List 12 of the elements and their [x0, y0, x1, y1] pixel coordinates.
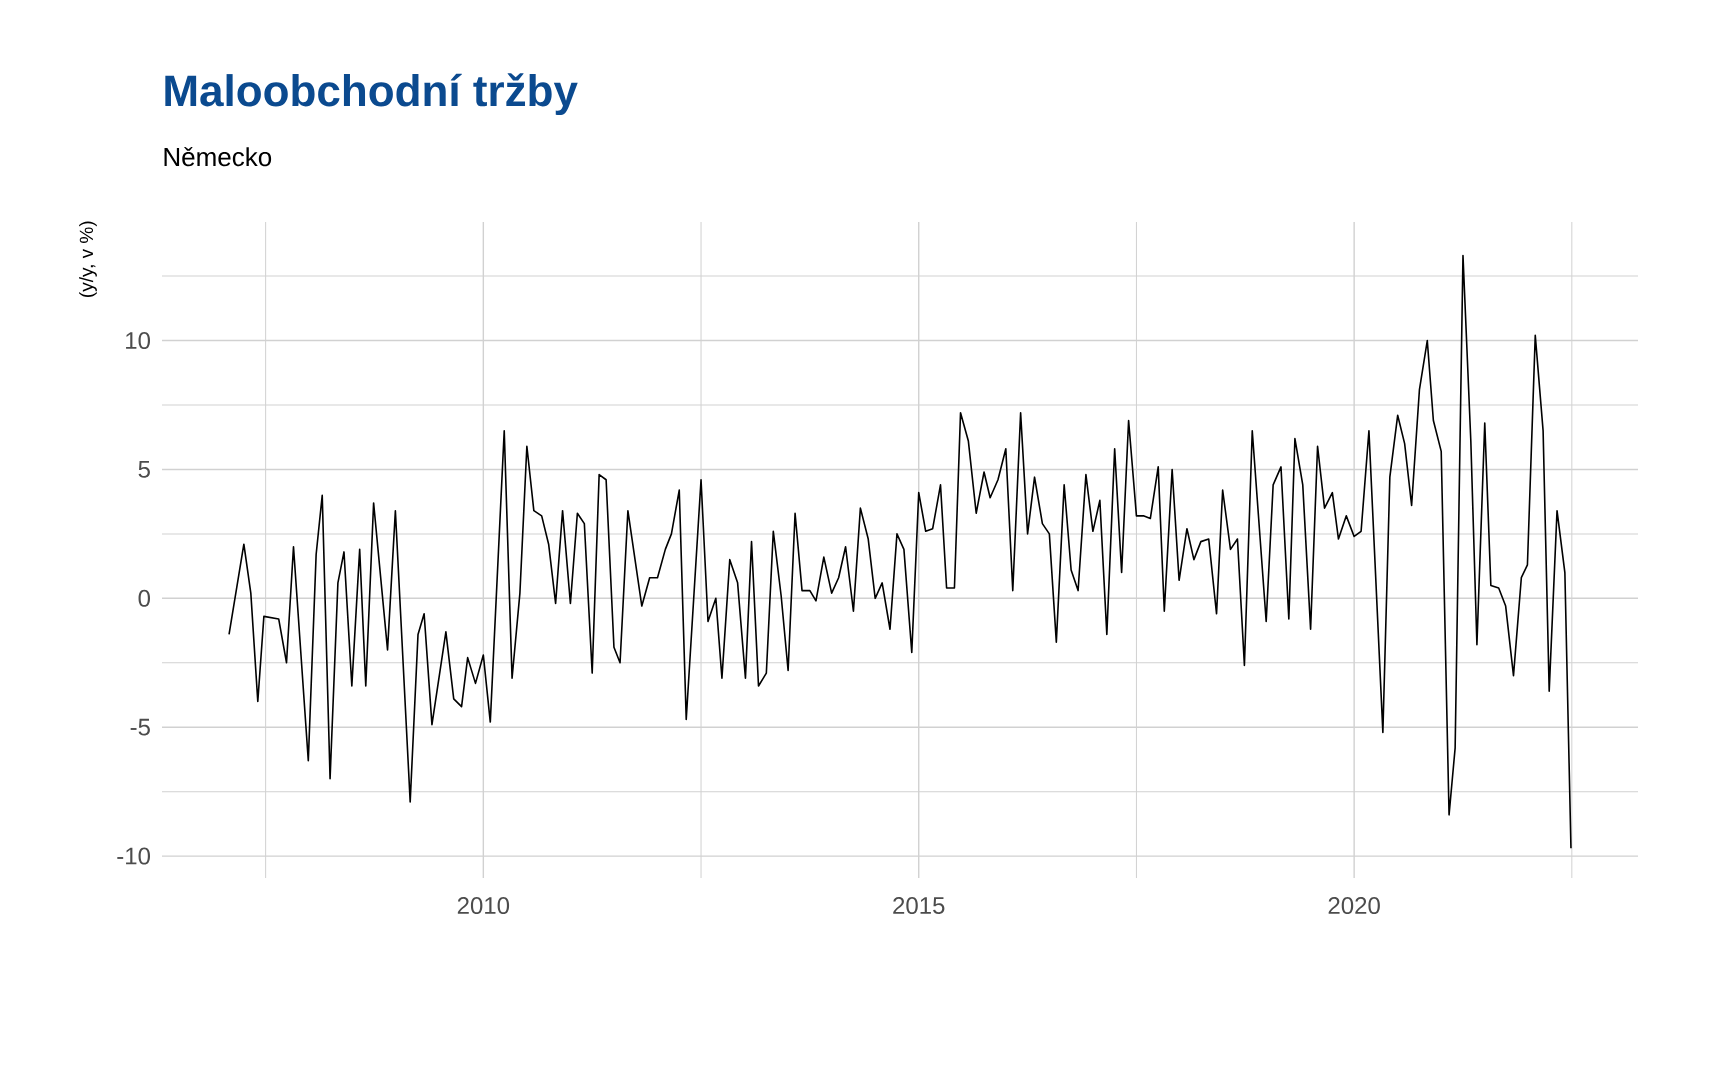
y-tick-label: 5: [138, 461, 150, 478]
line-series: [228, 254, 1572, 850]
x-tick-label: 2015: [893, 897, 945, 915]
y-tick-label: 10: [126, 332, 151, 350]
x-tick-label: 2020: [1328, 897, 1380, 915]
y-tick-label: -5: [130, 718, 150, 736]
y-axis-title: (y/y, v %): [79, 221, 97, 297]
chart-title: Maloobchodní tržby: [165, 73, 578, 116]
x-tick-label: 2010: [457, 897, 510, 915]
y-tick-label: -10: [117, 847, 150, 865]
y-tick-label: 0: [138, 589, 151, 607]
chart-subtitle: Německo: [164, 147, 272, 167]
